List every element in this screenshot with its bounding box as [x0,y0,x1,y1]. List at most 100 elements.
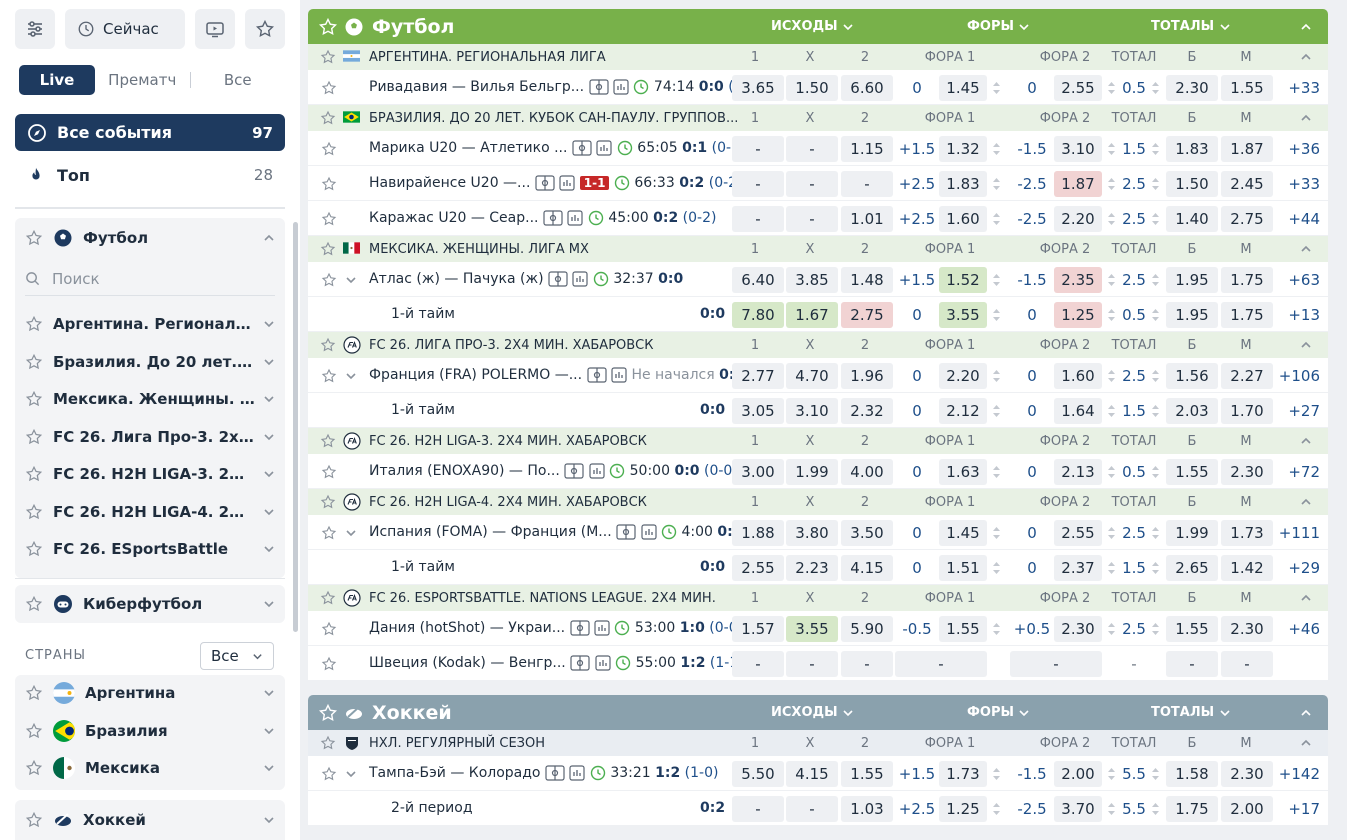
chevron-up-icon[interactable] [1300,112,1312,124]
sort-arrows-icon[interactable] [1107,142,1116,156]
odds-cell[interactable]: 6.40 [732,267,784,293]
chevron-down-icon[interactable] [263,318,275,330]
odds-cell[interactable]: 3.70 [1054,796,1102,822]
sidebar-country-item[interactable]: Бразилия [15,713,285,749]
odds-cell[interactable]: 7.80 [732,302,784,328]
more-markets-link[interactable]: +17 [1288,800,1320,818]
star-icon[interactable] [25,595,43,613]
odds-cell[interactable]: - [1221,651,1273,677]
match-row[interactable]: Ривадавия — Вилья Бельгр... 74:14 0:0 (0… [308,70,1328,105]
chevron-down-icon[interactable] [263,598,275,610]
odds-cell[interactable]: 1.99 [786,459,838,485]
odds-cell[interactable]: 1.55 [1166,616,1218,642]
odds-cell[interactable]: 1.63 [939,459,987,485]
odds-cell[interactable]: 3.55 [939,302,987,328]
odds-cell[interactable]: 2.37 [1054,555,1102,581]
odds-cell[interactable]: - [732,136,784,162]
match-teams[interactable]: Дания (hotShot) — Украи... [369,620,566,636]
column-group-outcomes[interactable]: ИСХОДЫ [771,705,854,720]
odds-cell[interactable]: 1.95 [1166,302,1218,328]
field-icon[interactable] [543,210,563,226]
sort-arrows-icon[interactable] [992,465,1001,479]
odds-cell[interactable]: 1.55 [1221,75,1273,101]
field-icon[interactable] [616,524,636,540]
star-icon[interactable] [321,621,337,637]
odds-cell[interactable]: 2.03 [1166,398,1218,424]
chevron-down-icon[interactable] [263,468,275,480]
sort-arrows-icon[interactable] [1107,561,1116,575]
match-teams[interactable]: Марика U20 — Атлетико ... [369,140,568,156]
more-markets-link[interactable]: +33 [1288,175,1320,193]
chevron-up-icon[interactable] [1300,51,1312,63]
stats-icon[interactable] [640,524,657,540]
odds-cell[interactable]: 5.90 [841,616,893,642]
odds-cell[interactable]: 2.12 [939,398,987,424]
odds-cell[interactable]: 2.23 [786,555,838,581]
odds-cell[interactable]: 2.55 [1054,520,1102,546]
odds-cell[interactable]: 1.03 [841,796,893,822]
mode-all-tab[interactable]: Все [223,71,252,89]
sort-arrows-icon[interactable] [992,561,1001,575]
sort-arrows-icon[interactable] [992,81,1001,95]
star-icon[interactable] [321,656,337,672]
odds-cell[interactable]: 4.00 [841,459,893,485]
odds-cell[interactable]: - [786,171,838,197]
star-icon[interactable] [321,176,337,192]
field-icon[interactable] [545,765,565,781]
sort-arrows-icon[interactable] [992,142,1001,156]
odds-cell[interactable]: 1.56 [1166,363,1218,389]
league-header[interactable]: БРАЗИЛИЯ. ДО 20 ЛЕТ. КУБОК САН-ПАУЛУ. ГР… [308,105,1328,131]
stats-icon[interactable] [567,210,584,226]
star-icon[interactable] [320,735,336,751]
sort-arrows-icon[interactable] [1151,177,1160,191]
odds-cell[interactable]: 2.20 [1054,206,1102,232]
match-teams[interactable]: Каражас U20 — Сеар... [369,210,539,226]
odds-cell[interactable]: 2.32 [841,398,893,424]
sort-arrows-icon[interactable] [1151,802,1160,816]
video-button[interactable] [195,9,235,49]
sidebar-league-item[interactable]: Мексика. Женщины. Лига МХ [15,381,285,417]
odds-cell[interactable]: 1.50 [786,75,838,101]
column-group-totals[interactable]: ТОТАЛЫ [1151,705,1231,720]
star-icon[interactable] [321,141,337,157]
all-events-item[interactable]: Все события 97 [15,114,285,151]
more-markets-link[interactable]: +36 [1288,140,1320,158]
sidebar-league-item[interactable]: Бразилия. До 20 лет. Кубок Сан-Паулу [15,344,285,380]
chevron-down-icon[interactable] [263,543,275,555]
odds-cell[interactable]: 2.30 [1221,761,1273,787]
stats-icon[interactable] [569,765,586,781]
sidebar-league-item[interactable]: FC 26. H2H LIGA-3. 2×4 мин. Хабаровск [15,456,285,492]
field-icon[interactable] [588,79,609,95]
odds-cell[interactable]: 1.25 [1054,302,1102,328]
match-teams[interactable]: Тампа-Бэй — Колорадо [369,765,541,781]
odds-cell[interactable]: 2.35 [1054,267,1102,293]
odds-cell[interactable]: 1.60 [1054,363,1102,389]
odds-cell[interactable]: 1.88 [732,520,784,546]
odds-cell[interactable]: 4.70 [786,363,838,389]
odds-cell[interactable]: 1.45 [939,75,987,101]
match-row[interactable]: Марика U20 — Атлетико ... 65:05 0:1 (0-1… [308,131,1328,166]
sort-arrows-icon[interactable] [1107,369,1116,383]
odds-cell[interactable]: 1.51 [939,555,987,581]
league-header[interactable]: FC 26. H2H LIGA-3. 2X4 МИН. ХАБАРОВСК 1 X 2… [308,428,1328,454]
chevron-up-icon[interactable] [1300,435,1312,447]
chevron-up-icon[interactable] [1300,496,1312,508]
odds-cell[interactable]: 2.20 [939,363,987,389]
odds-cell[interactable]: 3.50 [841,520,893,546]
odds-cell[interactable]: - [786,136,838,162]
sort-arrows-icon[interactable] [1107,802,1116,816]
odds-cell[interactable]: 2.00 [1054,761,1102,787]
odds-cell[interactable]: 3.65 [732,75,784,101]
more-markets-link[interactable]: +46 [1288,620,1320,638]
sort-arrows-icon[interactable] [1151,404,1160,418]
odds-cell[interactable]: 2.30 [1054,616,1102,642]
sort-arrows-icon[interactable] [1107,526,1116,540]
odds-cell[interactable]: 1.25 [939,796,987,822]
match-row[interactable]: Франция (FRA) POLERMO —... Не начался 0:… [308,358,1328,393]
league-header[interactable]: FC 26. H2H LIGA-4. 2X4 МИН. ХАБАРОВСК 1 X 2… [308,489,1328,515]
filter-settings-button[interactable] [15,9,55,49]
more-markets-link[interactable]: +142 [1278,765,1320,783]
sort-arrows-icon[interactable] [992,622,1001,636]
star-icon[interactable] [320,590,336,606]
odds-cell[interactable]: 1.01 [841,206,893,232]
